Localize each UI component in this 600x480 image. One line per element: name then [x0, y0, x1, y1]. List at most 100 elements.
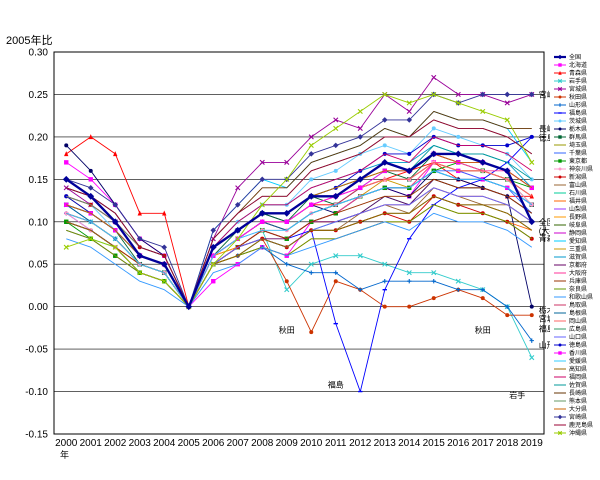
data-point	[259, 202, 265, 208]
data-point	[258, 209, 266, 217]
data-point	[382, 261, 388, 267]
data-point	[64, 194, 69, 199]
data-point	[333, 168, 338, 173]
data-point	[382, 304, 387, 309]
legend-item: 鹿児島県	[554, 421, 593, 429]
data-point	[381, 158, 389, 166]
annotation-label: 秋田	[279, 325, 295, 335]
data-point	[406, 100, 412, 106]
y-tick-label: -0.05	[25, 345, 48, 356]
data-point	[557, 430, 563, 436]
data-point	[308, 261, 314, 267]
y-tick-label: 0.25	[29, 90, 49, 101]
legend-item: 大阪府	[554, 269, 587, 277]
x-tick-label: 2008	[251, 438, 274, 449]
data-point	[284, 262, 289, 267]
data-point	[405, 167, 413, 175]
data-point	[284, 159, 290, 165]
legend-item: 和歌山県	[554, 293, 593, 301]
data-point	[558, 70, 562, 75]
data-point	[88, 236, 94, 242]
annotation-label: 長崎	[539, 123, 555, 133]
x-tick-label: 2010	[300, 438, 323, 449]
legend-item: 宮崎県	[554, 413, 587, 421]
legend-label: 岐阜県	[569, 221, 587, 229]
y-tick-label: -0.15	[25, 430, 48, 441]
legend-item: 茨城県	[554, 117, 587, 125]
series-group	[62, 74, 536, 393]
legend-label: 福岡県	[569, 373, 587, 381]
legend-label: 岩手県	[569, 77, 587, 85]
annotation-label: 福島	[328, 379, 344, 389]
legend-label: 栃木県	[569, 125, 587, 133]
data-point	[407, 151, 412, 156]
data-point	[209, 243, 217, 251]
data-point	[333, 253, 339, 259]
legend-label: 三重県	[569, 245, 587, 253]
data-point	[284, 176, 290, 182]
legend-item: 東京都	[554, 157, 587, 165]
x-tick-label: 2003	[129, 438, 152, 449]
x-tick-label: 2007	[227, 438, 250, 449]
data-point	[558, 351, 562, 355]
data-point	[558, 159, 562, 163]
x-tick-label: 2009	[276, 438, 299, 449]
data-point	[88, 134, 93, 140]
legend-item: 長崎県	[554, 389, 587, 397]
data-point	[558, 175, 562, 179]
legend-label: 青森県	[569, 69, 587, 77]
legend-item: 愛知県	[554, 237, 587, 245]
annotation-label: 青森	[539, 233, 555, 243]
legend-item: 沖縄県	[554, 429, 587, 437]
data-point	[62, 175, 70, 183]
data-point	[456, 134, 461, 139]
data-point	[161, 244, 168, 251]
legend-label: 宮崎県	[569, 413, 587, 421]
legend-item: 福島県	[554, 109, 587, 117]
data-point	[356, 175, 364, 183]
x-tick-label: 2002	[104, 438, 127, 449]
legend-label: 島根県	[569, 309, 587, 317]
data-point	[431, 126, 436, 131]
legend-item: 岡山県	[554, 317, 587, 325]
legend-item: 山口県	[554, 333, 587, 341]
y-tick-label: 0.05	[29, 260, 49, 271]
legend: 全国北海道青森県岩手県宮城県秋田県山形県福島県茨城県栃木県群馬県埼玉県千葉県東京…	[550, 51, 598, 441]
data-point	[357, 253, 363, 259]
data-point	[529, 304, 534, 309]
data-point	[558, 119, 562, 123]
legend-label: 山形県	[569, 101, 587, 109]
data-point	[136, 235, 143, 242]
legend-label: 東京都	[569, 157, 587, 165]
legend-label: 佐賀県	[569, 381, 587, 389]
data-point	[431, 296, 436, 301]
x-tick-label: 2014	[398, 438, 421, 449]
data-point	[284, 287, 290, 293]
legend-label: 愛知県	[569, 237, 587, 245]
data-point	[558, 127, 562, 131]
data-point	[431, 74, 437, 81]
data-point	[503, 167, 511, 175]
series-path	[66, 119, 533, 308]
series-line	[66, 212, 533, 308]
data-point	[64, 160, 69, 165]
data-point	[308, 134, 314, 140]
data-point	[480, 296, 485, 301]
legend-item: 群馬県	[554, 133, 587, 141]
legend-label: 沖縄県	[569, 429, 587, 437]
data-point	[357, 125, 363, 131]
data-point	[557, 54, 563, 60]
data-point	[64, 219, 69, 224]
legend-label: 広島県	[569, 325, 587, 333]
data-point	[505, 313, 510, 318]
data-point	[557, 78, 563, 84]
legend-item: 静岡県	[554, 229, 587, 237]
data-point	[454, 150, 462, 158]
data-point	[480, 287, 485, 292]
series-path	[66, 212, 533, 308]
data-point	[333, 117, 339, 123]
x-axis: 2000 2001 2002 2003 2004 2005 2006 2007 2008 2009…	[55, 438, 543, 449]
data-point	[137, 270, 143, 276]
legend-item: 鳥取県	[554, 301, 587, 309]
